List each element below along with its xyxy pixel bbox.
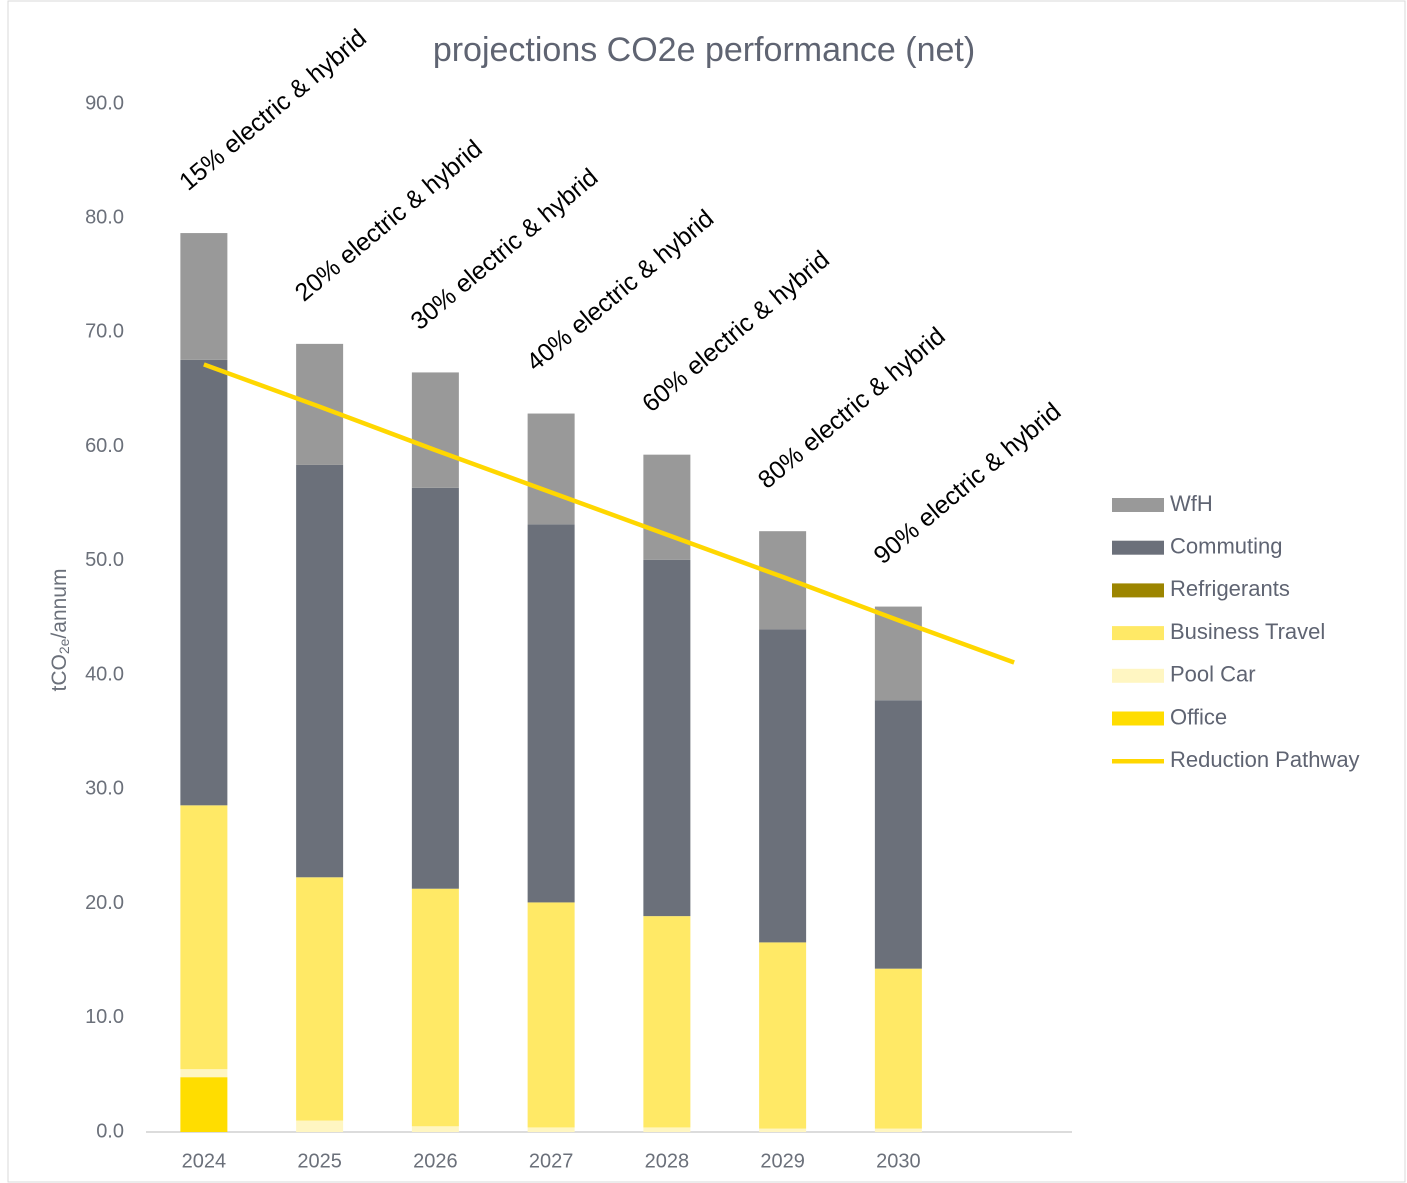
bar-segment bbox=[411, 888, 459, 1127]
x-tick-label: 2030 bbox=[876, 1150, 921, 1172]
legend-swatch bbox=[1112, 498, 1164, 512]
y-tick-label: 50.0 bbox=[85, 549, 124, 571]
bar-segment bbox=[180, 233, 228, 360]
y-label-part: /annum bbox=[48, 569, 71, 639]
legend-swatch bbox=[1112, 668, 1164, 683]
bar-segment bbox=[643, 559, 691, 917]
legend-label: Refrigerants bbox=[1170, 576, 1290, 601]
y-tick-label: 20.0 bbox=[85, 892, 124, 914]
bar-segment bbox=[643, 916, 691, 1128]
x-tick-label: 2024 bbox=[182, 1150, 227, 1172]
legend-swatch bbox=[1112, 711, 1164, 726]
legend-label: Office bbox=[1170, 704, 1227, 729]
bar-segment bbox=[643, 454, 691, 560]
y-tick-label: 60.0 bbox=[85, 435, 124, 457]
bar-segment bbox=[180, 805, 228, 1070]
y-tick-label: 0.0 bbox=[96, 1120, 124, 1142]
bar-segment bbox=[759, 942, 807, 1129]
legend-label: WfH bbox=[1170, 491, 1213, 516]
bar-segment bbox=[759, 629, 807, 943]
bar-segment bbox=[411, 372, 459, 488]
legend-label: Reduction Pathway bbox=[1170, 747, 1360, 772]
bar-segment bbox=[759, 531, 807, 630]
y-label-part: tCO bbox=[48, 654, 71, 691]
bar-segment bbox=[874, 700, 922, 969]
y-tick-label: 40.0 bbox=[85, 663, 124, 685]
bar-segment bbox=[527, 524, 575, 903]
bar-segment bbox=[759, 1128, 807, 1132]
legend-label: Business Travel bbox=[1170, 619, 1325, 644]
x-tick-label: 2027 bbox=[529, 1150, 574, 1172]
y-tick-label: 80.0 bbox=[85, 207, 124, 229]
bar-segment bbox=[643, 1127, 691, 1132]
bar-segment bbox=[874, 1128, 922, 1132]
bar-segment bbox=[874, 968, 922, 1129]
y-tick-label: 90.0 bbox=[85, 92, 124, 114]
legend-label: Pool Car bbox=[1170, 662, 1256, 687]
y-axis-label: tCO2e/annum bbox=[48, 569, 72, 692]
x-tick-label: 2025 bbox=[297, 1150, 342, 1172]
x-tick-label: 2026 bbox=[413, 1150, 458, 1172]
bar-segment bbox=[411, 1126, 459, 1132]
legend-swatch bbox=[1112, 626, 1164, 641]
legend-swatch bbox=[1112, 583, 1164, 598]
legend-swatch bbox=[1112, 540, 1164, 555]
line-series bbox=[203, 362, 1015, 665]
chart-title: projections CO2e performance (net) bbox=[433, 31, 975, 69]
bar-segment bbox=[180, 359, 228, 806]
legend-label: Commuting bbox=[1170, 534, 1282, 559]
frame bbox=[7, 0, 1406, 1183]
bar-segment bbox=[527, 902, 575, 1128]
bar-segment bbox=[527, 1127, 575, 1132]
bar-segment bbox=[296, 1120, 344, 1132]
x-tick-label: 2029 bbox=[760, 1150, 805, 1172]
x-tick-label: 2028 bbox=[645, 1150, 690, 1172]
y-tick-label: 70.0 bbox=[85, 321, 124, 343]
bar-segment bbox=[411, 487, 459, 889]
bar-segment bbox=[296, 464, 344, 878]
bar-segment bbox=[180, 1077, 228, 1132]
y-tick-label: 10.0 bbox=[85, 1006, 124, 1028]
bar-segment bbox=[180, 1069, 228, 1078]
bar-segment bbox=[296, 877, 344, 1121]
bar-segment bbox=[527, 413, 575, 525]
y-label-sub: 2e bbox=[56, 638, 72, 654]
y-tick-label: 30.0 bbox=[85, 778, 124, 800]
